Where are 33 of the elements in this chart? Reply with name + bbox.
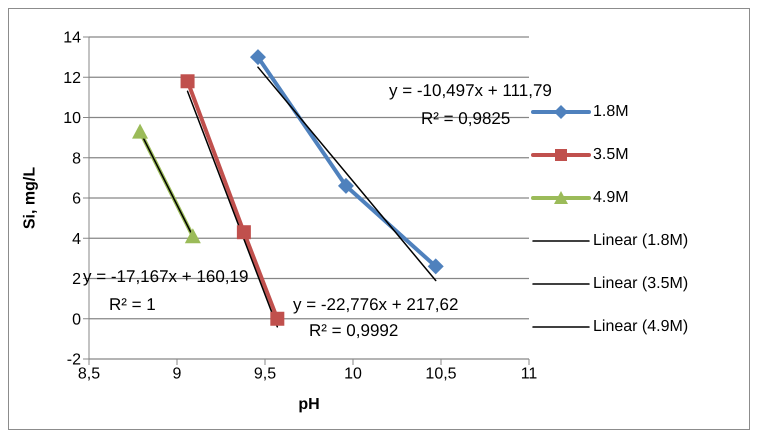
annotation: y = -22,776x + 217,62 xyxy=(293,295,458,315)
annotation: y = -17,167x + 160,19 xyxy=(83,267,248,287)
y-tick-label: 10 xyxy=(63,110,82,128)
legend-label: 1.8M xyxy=(593,102,629,120)
legend-label: 3.5M xyxy=(593,146,629,164)
y-tick-label: 0 xyxy=(72,311,82,328)
y-axis-title: Si, mg/L xyxy=(22,166,39,230)
x-tick-label: 11 xyxy=(520,365,538,382)
annotation: R² = 1 xyxy=(109,295,156,315)
point xyxy=(250,49,266,66)
point xyxy=(180,74,195,88)
legend-label: 4.9M xyxy=(593,188,629,206)
point xyxy=(270,312,284,326)
annotation: R² = 0,9992 xyxy=(309,321,398,341)
y-tick-label: 12 xyxy=(63,70,82,87)
x-tick-label: 9,5 xyxy=(254,365,276,382)
y-tick-label: 8 xyxy=(72,150,82,168)
annotation: y = -10,497x + 111,79 xyxy=(389,81,552,101)
annotation: R² = 0,9825 xyxy=(421,109,510,129)
y-tick-label: 2 xyxy=(72,271,82,288)
x-tick-label: 9 xyxy=(172,365,182,382)
y-tick-label: 6 xyxy=(72,190,82,208)
point xyxy=(236,225,251,240)
x-tick-label: 10,5 xyxy=(425,365,457,382)
legend-label: Linear (4.9M) xyxy=(593,318,688,336)
legend-label: Linear (3.5M) xyxy=(593,274,688,292)
point xyxy=(428,258,444,274)
y-tick-label: 14 xyxy=(63,30,82,47)
point xyxy=(338,178,354,194)
x-tick-label: 10 xyxy=(344,365,362,382)
x-axis-title: pH xyxy=(298,396,320,413)
y-tick-label: 4 xyxy=(72,230,82,248)
legend-label: Linear (1.8M) xyxy=(593,232,688,250)
